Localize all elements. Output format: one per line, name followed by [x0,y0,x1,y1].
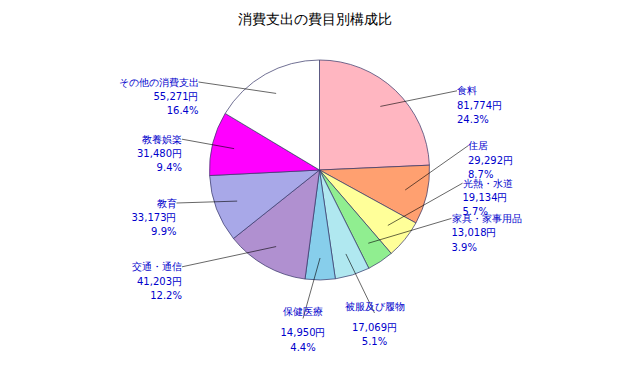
svg-text:5.7%: 5.7% [462,206,488,218]
svg-text:保健医療: 保健医療 [283,306,323,317]
svg-text:家具・家事用品: 家具・家事用品 [452,213,522,224]
svg-text:9.4%: 9.4% [157,162,182,173]
svg-text:81,774円: 81,774円 [457,100,502,111]
svg-text:33,173円: 33,173円 [132,212,177,223]
svg-text:31,480円: 31,480円 [137,148,182,159]
svg-text:食料: 食料 [457,85,477,96]
svg-text:12.2%: 12.2% [150,290,182,301]
svg-text:17,069円: 17,069円 [352,322,397,333]
svg-text:光熱・水道: 光熱・水道 [463,178,513,189]
svg-text:29,292円: 29,292円 [468,155,513,166]
svg-text:24.3%: 24.3% [457,114,489,125]
svg-text:交通・通信: 交通・通信 [132,261,182,272]
svg-text:16.4%: 16.4% [167,105,199,116]
svg-text:19,134円: 19,134円 [463,192,508,203]
svg-text:被服及び履物: 被服及び履物 [345,301,405,312]
svg-text:教養娯楽: 教養娯楽 [142,134,182,145]
svg-text:4.4%: 4.4% [290,342,315,353]
svg-text:13,018円: 13,018円 [452,227,497,238]
svg-text:41,203円: 41,203円 [137,276,182,287]
svg-text:住居: 住居 [468,140,488,151]
svg-text:55,271円: 55,271円 [154,91,199,102]
svg-text:14,950円: 14,950円 [281,327,326,338]
svg-text:教育: 教育 [157,198,177,209]
svg-text:8.7%: 8.7% [468,168,494,180]
svg-text:5.1%: 5.1% [362,336,387,347]
html-text:消費支出の費目別構成比: 消費支出の費目別構成比 [237,11,392,27]
svg-text:その他の消費支出: その他の消費支出 [119,77,199,88]
svg-text:9.9%: 9.9% [151,226,176,237]
svg-text:3.9%: 3.9% [452,242,477,253]
